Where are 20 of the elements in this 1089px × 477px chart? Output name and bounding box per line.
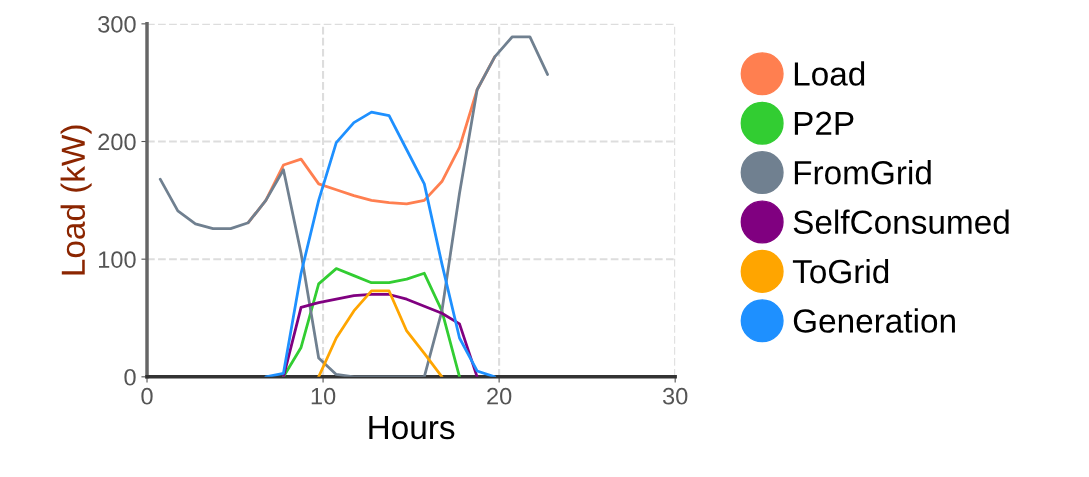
legend-label: FromGrid (794, 160, 931, 185)
legend-label: SelfConsumed (793, 209, 1009, 234)
y-tick-label: 300 (98, 15, 136, 33)
legend-label: ToGrid (792, 258, 889, 284)
line-series (158, 35, 549, 377)
legend-label: P2P (794, 111, 854, 135)
line-series (282, 267, 461, 377)
x-tick-label: 30 (662, 387, 688, 405)
line-series (317, 289, 444, 377)
x-tick-label: 10 (311, 387, 336, 405)
y-axis-title: Load (kW) (60, 125, 92, 275)
y-tick-label: 100 (99, 251, 136, 268)
x-axis-title: Hours (369, 416, 455, 440)
y-tick-label: 200 (98, 133, 136, 151)
legend-label: Load (794, 61, 865, 86)
x-tick-label: 0 (141, 387, 153, 405)
line-series (264, 110, 497, 377)
x-tick-label: 20 (487, 387, 512, 405)
legend-label: Generation (793, 308, 955, 333)
y-tick-label: 0 (124, 368, 136, 386)
